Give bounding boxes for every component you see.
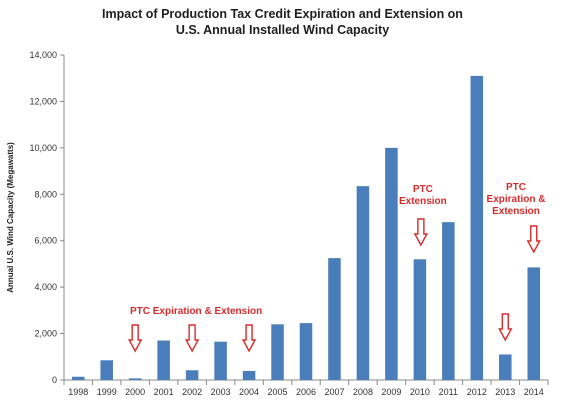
y-tick-label: 2,000: [34, 329, 57, 339]
bar-2014: [527, 267, 541, 380]
x-tick-label: 2000: [125, 387, 145, 397]
annotation-text: Expiration &: [487, 194, 546, 205]
chart-subtitle: U.S. Annual Installed Wind Capacity: [175, 23, 390, 37]
y-tick-label: 4,000: [34, 282, 57, 292]
x-tick-label: 2008: [353, 387, 373, 397]
down-arrow-icon: [413, 218, 429, 247]
y-tick-label: 6,000: [34, 236, 57, 246]
down-arrow-icon: [127, 324, 143, 353]
x-tick-label: 1999: [97, 387, 117, 397]
x-tick-label: 2002: [182, 387, 202, 397]
y-tick-label: 10,000: [29, 143, 57, 153]
y-tick-label: 12,000: [29, 96, 57, 106]
annotation-text: Extension: [492, 206, 540, 217]
annotation-text: PTC Expiration & Extension: [130, 306, 262, 317]
y-tick-label: 0: [52, 375, 57, 385]
bars: [71, 75, 541, 381]
bar-2002: [185, 370, 199, 380]
x-tick-label: 2001: [154, 387, 174, 397]
y-axis: 0 2,000 4,000 6,000 8,000 10,000 12,000 14,000: [29, 50, 65, 385]
x-tick-label: 2004: [239, 387, 259, 397]
y-tick-label: 8,000: [34, 189, 57, 199]
bar-2001: [157, 340, 170, 380]
down-arrow-icon: [184, 324, 200, 353]
x-tick-label: 2009: [381, 387, 401, 397]
annotation-text: PTC: [413, 184, 433, 195]
bar-2003: [214, 341, 227, 380]
x-tick-label: 2005: [268, 387, 288, 397]
x-axis: 1998 1999 2000 2001 2002 2003 2004 2005 2006 2007…: [63, 379, 549, 397]
bar-2007: [328, 258, 341, 380]
down-arrow-icon: [241, 324, 257, 353]
bar-2009: [385, 147, 398, 380]
x-tick-label: 2003: [211, 387, 231, 397]
bar-1999: [100, 360, 113, 380]
annotations: PTC Expiration & ExtensionPTCExtensionPT…: [127, 182, 546, 353]
bar-2012: [470, 75, 484, 381]
down-arrow-icon: [498, 313, 513, 342]
bar-2000: [128, 378, 142, 380]
down-arrow-icon: [526, 225, 541, 254]
bar-2010: [413, 259, 427, 380]
bar-2005: [271, 324, 284, 380]
x-tick-label: 2007: [324, 387, 344, 397]
x-tick-label: 2011: [439, 387, 458, 397]
bar-2013: [499, 354, 512, 380]
annotation-text: PTC: [506, 182, 526, 193]
bar-1998: [71, 376, 85, 380]
chart-title-block: Impact of Production Tax Credit Expirati…: [0, 6, 565, 38]
annotation-ptc-2000-2004: PTC Expiration & Extension: [127, 306, 262, 353]
x-tick-label: 2014: [524, 387, 544, 397]
x-tick-label: 1998: [68, 387, 88, 397]
bar-2006: [299, 323, 313, 380]
bar-2011: [442, 222, 455, 380]
x-tick-label: 2010: [410, 387, 430, 397]
bar-2004: [242, 370, 256, 380]
x-tick-label: 2013: [495, 387, 515, 397]
y-axis-label: Annual U.S. Wind Capacity (Megawatts): [6, 142, 15, 293]
y-tick-label: 14,000: [29, 50, 57, 60]
chart-title: Impact of Production Tax Credit Expirati…: [102, 7, 463, 21]
x-tick-label: 2006: [296, 387, 316, 397]
x-tick-label: 2012: [467, 387, 487, 397]
annotation-text: Extension: [399, 196, 447, 207]
bar-2008: [356, 186, 370, 380]
